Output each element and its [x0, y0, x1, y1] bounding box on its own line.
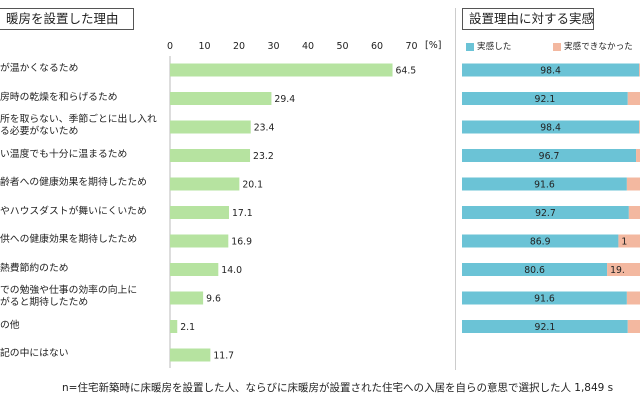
- x-tick-label: 20: [233, 41, 245, 52]
- legend-swatch-realized: [466, 43, 474, 51]
- reason-bar: [170, 63, 393, 77]
- not-realized-bar: [626, 291, 640, 305]
- not-realized-bar: [607, 263, 640, 276]
- reason-value-label: 9.6: [206, 294, 221, 305]
- not-realized-bar: [627, 92, 640, 105]
- reason-bar: [170, 177, 240, 191]
- x-tick-label: 50: [336, 41, 348, 52]
- not-realized-value-label: 19.: [610, 265, 625, 276]
- category-label: 熱費節約のため: [0, 262, 69, 274]
- realized-bar: [462, 177, 627, 191]
- not-realized-bar: [636, 149, 640, 162]
- realized-bar: [462, 234, 619, 248]
- realized-value-label: 92.1: [535, 94, 556, 105]
- realized-bar: [462, 63, 640, 77]
- realized-value-label: 91.6: [534, 180, 555, 191]
- not-realized-bar: [618, 234, 640, 248]
- realized-bar: [462, 206, 629, 219]
- reason-value-label: 23.2: [253, 151, 274, 162]
- legend-item-realized: 実感した: [466, 41, 511, 53]
- not-realized-bar: [628, 206, 640, 219]
- x-tick-label: 0: [167, 41, 173, 52]
- realized-value-label: 98.4: [540, 66, 561, 77]
- legend-label-realized: 実感した: [477, 42, 512, 52]
- category-label: 供への健康効果を期待したため: [0, 234, 138, 245]
- right-chart-title: 設置理由に対する実感: [462, 8, 594, 30]
- realized-value-label: 80.6: [524, 265, 545, 276]
- reason-value-label: 17.1: [232, 208, 253, 219]
- reason-value-label: 64.5: [396, 66, 417, 77]
- realized-value-label: 92.1: [535, 322, 556, 333]
- category-label: やハウスダストが舞いにくいため: [0, 205, 147, 217]
- category-label: の他: [0, 319, 20, 331]
- x-tick-label: 70: [405, 41, 417, 52]
- legend-label-not-realized: 実感できなかった: [564, 42, 633, 52]
- not-realized-bar: [627, 320, 640, 333]
- realized-value-label: 86.9: [530, 237, 551, 248]
- reason-value-label: 14.0: [221, 265, 242, 276]
- category-label: 所を取らない、季節ごとに出し入れ る必要がないため: [0, 114, 157, 137]
- realized-value-label: 98.4: [540, 123, 561, 134]
- x-tick-label: 10: [198, 41, 210, 52]
- category-label: い温度でも十分に温まるため: [0, 148, 128, 160]
- reason-value-label: 16.9: [231, 237, 252, 248]
- realized-bar: [462, 263, 608, 276]
- legend-item-not-realized: 実感できなかった: [553, 41, 633, 53]
- left-chart-title: 暖房を設置した理由: [0, 8, 134, 30]
- x-axis-unit: [%]: [425, 40, 442, 51]
- realized-bar: [462, 291, 627, 305]
- realized-value-label: 96.7: [539, 151, 560, 162]
- reason-value-label: 29.4: [274, 94, 295, 105]
- panel-divider: [455, 8, 456, 370]
- x-tick-label: 30: [267, 41, 279, 52]
- x-tick-label: 40: [302, 41, 314, 52]
- reason-bar: [170, 348, 211, 362]
- reason-bar: [170, 149, 251, 162]
- reason-value-label: 2.1: [180, 322, 195, 333]
- category-label: が温かくなるため: [0, 63, 79, 74]
- legend-swatch-not-realized: [553, 43, 561, 51]
- realized-bar: [462, 92, 628, 105]
- category-label: での勉強や仕事の効率の向上に がると期待したため: [0, 285, 138, 308]
- reason-bar: [170, 92, 272, 105]
- reason-value-label: 23.4: [254, 123, 275, 134]
- x-tick-label: 60: [371, 41, 383, 52]
- reason-bar: [170, 234, 229, 248]
- footnote: n=住宅新築時に床暖房を設置した人、ならびに床暖房が設置された住宅への入居を自ら…: [62, 382, 614, 394]
- realized-value-label: 91.6: [534, 294, 555, 305]
- reason-bar: [170, 120, 251, 134]
- not-realized-bar: [626, 177, 640, 191]
- category-label: 記の中にはない: [0, 348, 69, 359]
- category-label: 齢者への健康効果を期待したため: [0, 177, 147, 188]
- realized-bar: [462, 149, 637, 162]
- reason-bar: [170, 206, 229, 219]
- category-label: 房時の乾燥を和らげるため: [0, 91, 118, 103]
- not-realized-value-label: 1: [621, 237, 627, 248]
- realized-bar: [462, 120, 640, 134]
- reason-bar: [170, 320, 178, 333]
- reason-value-label: 11.7: [213, 351, 234, 362]
- reason-bar: [170, 291, 204, 305]
- reason-bar: [170, 263, 219, 276]
- realized-value-label: 92.7: [535, 208, 556, 219]
- realized-bar: [462, 320, 628, 333]
- reason-value-label: 20.1: [242, 180, 263, 191]
